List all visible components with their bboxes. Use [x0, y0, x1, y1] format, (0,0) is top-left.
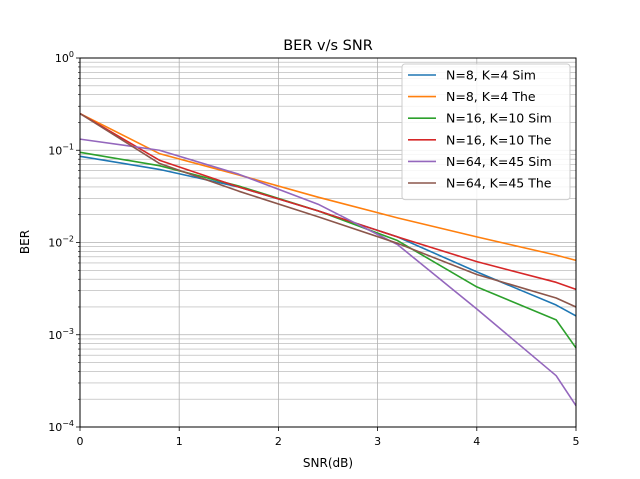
y-tick-label: 100	[55, 50, 74, 65]
x-tick-label: 2	[275, 435, 282, 448]
x-axis-ticks: 0 1 2 3 4 5	[77, 427, 580, 448]
x-tick-label: 0	[77, 435, 84, 448]
legend-label: N=8, K=4 The	[446, 89, 536, 104]
y-axis-label: BER	[18, 230, 32, 254]
legend-label: N=16, K=10 Sim	[446, 111, 552, 126]
y-axis-ticks: 100 10−1 10−2 10−3 10−4	[48, 50, 80, 434]
y-tick-label: 10−4	[48, 419, 74, 434]
x-tick-label: 5	[573, 435, 580, 448]
legend-label: N=64, K=45 Sim	[446, 154, 552, 169]
chart-title: BER v/s SNR	[283, 38, 373, 54]
x-axis-label: SNR(dB)	[303, 456, 353, 470]
series-line-3	[79, 151, 577, 349]
series-line-5	[79, 138, 577, 407]
series-line-6	[79, 112, 577, 308]
legend-box	[401, 63, 571, 201]
y-tick-label: 10−1	[48, 142, 74, 157]
legend: N=8, K=4 Sim N=8, K=4 The N=16, K=10 Sim N=…	[401, 63, 571, 201]
legend-label: N=8, K=4 Sim	[446, 68, 536, 83]
x-tick-label: 3	[374, 435, 381, 448]
plot-lines	[79, 112, 577, 407]
legend-label: N=64, K=45 The	[446, 176, 552, 191]
x-tick-label: 1	[176, 435, 183, 448]
x-tick-label: 4	[473, 435, 480, 448]
series-line-2	[79, 112, 577, 262]
y-tick-label: 10−2	[48, 235, 74, 250]
y-tick-label: 10−3	[48, 327, 74, 342]
legend-label: N=16, K=10 The	[446, 132, 552, 147]
